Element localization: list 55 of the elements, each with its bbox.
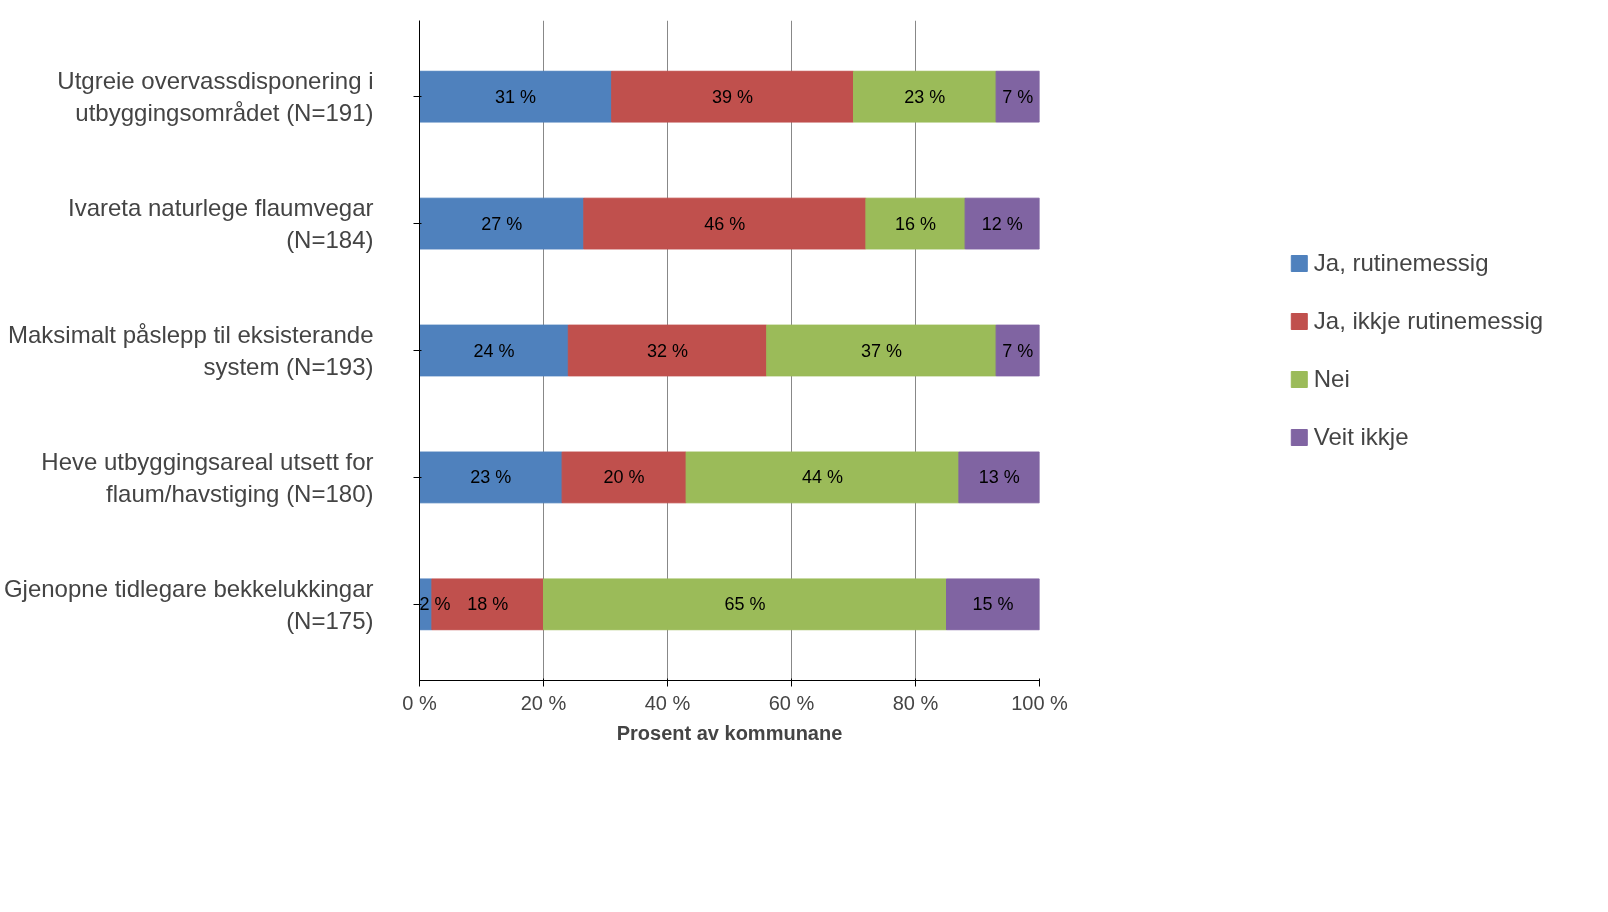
y-tick-label: Utgreie overvassdisponering i utbyggingsområdet (N=191) xyxy=(57,66,374,127)
bar xyxy=(995,70,1040,123)
bar xyxy=(964,197,1040,250)
data-label: 7 % xyxy=(1002,86,1034,107)
data-label: 2 % xyxy=(419,594,451,615)
data-label: 16 % xyxy=(894,213,937,234)
x-tick-label: 80 % xyxy=(892,691,939,714)
data-label: 37 % xyxy=(860,340,902,361)
data-label: 46 % xyxy=(704,213,746,234)
data-label: 12 % xyxy=(981,213,1023,234)
bar xyxy=(611,70,854,123)
data-label: 7 % xyxy=(1002,340,1034,361)
bar xyxy=(946,578,1040,631)
bar xyxy=(543,578,947,631)
data-label: 13 % xyxy=(978,467,1020,488)
legend-label: Ja, rutinemessig xyxy=(1313,249,1489,277)
data-label: 23 % xyxy=(470,467,512,488)
y-tick-label: Gjenopne tidlegare bekkelukkingar (N=175) xyxy=(3,574,374,635)
bar xyxy=(766,324,997,377)
legend-label: Nei xyxy=(1313,365,1350,393)
bar xyxy=(958,451,1040,504)
bar xyxy=(419,197,585,250)
x-tick-label: 40 % xyxy=(644,691,691,714)
x-tick-label: 0 % xyxy=(402,691,437,714)
bar xyxy=(583,197,867,250)
bar xyxy=(853,70,997,123)
legend-label: Veit ikkje xyxy=(1313,423,1409,451)
data-label: 65 % xyxy=(724,594,766,615)
bar xyxy=(419,70,613,123)
legend-label: Ja, ikkje rutinemessig xyxy=(1313,307,1544,335)
data-label: 20 % xyxy=(603,467,645,488)
bar xyxy=(865,197,966,250)
x-tick-label: 20 % xyxy=(520,691,567,714)
bar xyxy=(419,451,563,504)
bar xyxy=(995,324,1040,377)
data-label: 23 % xyxy=(904,86,946,107)
bar xyxy=(561,451,687,504)
data-label: 15 % xyxy=(972,594,1014,615)
x-tick-label: 100 % xyxy=(1011,691,1069,714)
x-axis-title: Prosent av kommunane xyxy=(616,721,843,744)
data-label: 18 % xyxy=(467,594,509,615)
data-label: 44 % xyxy=(801,467,844,488)
data-label: 32 % xyxy=(646,340,689,361)
bar xyxy=(431,578,544,631)
bar xyxy=(419,324,569,377)
x-tick-label: 60 % xyxy=(768,691,815,714)
y-tick-label: Heve utbyggingsareal utsett for flaum/havstiging (N=180) xyxy=(41,447,374,508)
data-label: 27 % xyxy=(481,213,523,234)
bar xyxy=(685,451,960,504)
y-tick-label: Ivareta naturlege flaumvegar (N=184) xyxy=(67,193,374,254)
data-label: 24 % xyxy=(473,340,515,361)
y-tick-label: Maksimalt påslepp til eksisterande system (N=193) xyxy=(8,320,374,381)
data-label: 39 % xyxy=(712,86,754,107)
data-label: 31 % xyxy=(495,86,537,107)
bar xyxy=(567,324,768,377)
